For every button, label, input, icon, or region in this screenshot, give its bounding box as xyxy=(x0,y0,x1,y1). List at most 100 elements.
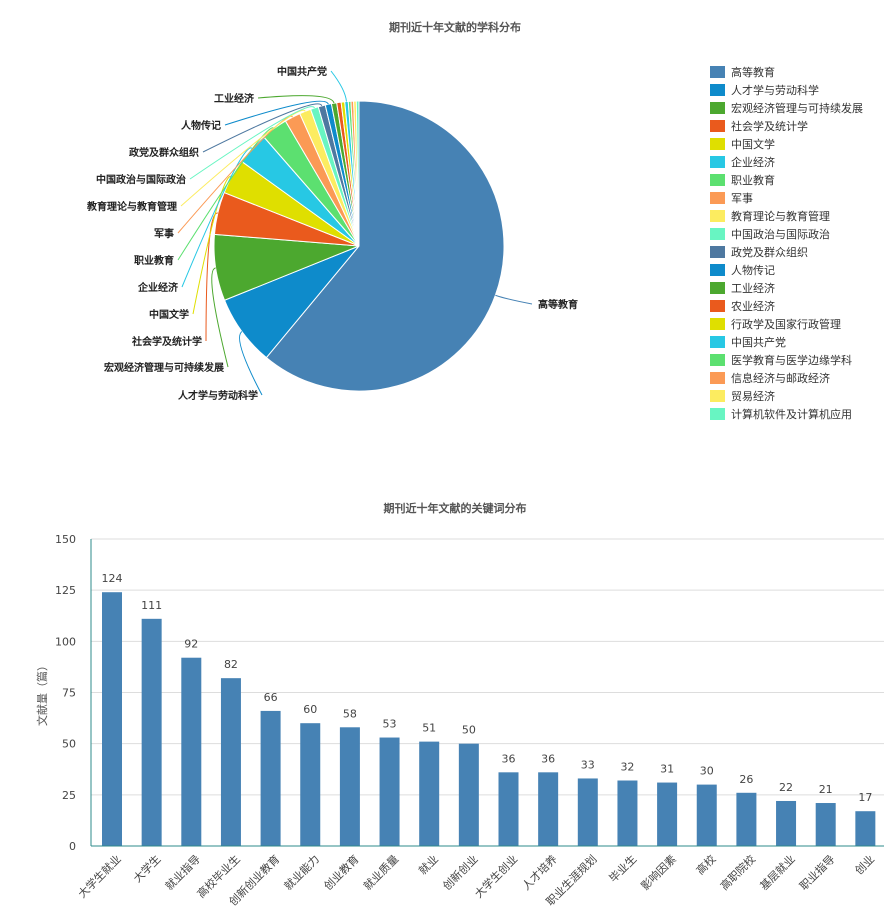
bar-value-label: 32 xyxy=(620,761,634,774)
legend-label[interactable]: 军事 xyxy=(731,192,753,205)
legend-label[interactable]: 社会学及统计学 xyxy=(731,119,808,133)
legend-swatch[interactable] xyxy=(710,318,725,330)
x-tick-label: 大学生就业 xyxy=(75,852,124,901)
legend-label[interactable]: 教育理论与教育管理 xyxy=(731,209,830,223)
bar[interactable] xyxy=(577,778,598,846)
legend-label[interactable]: 信息经济与邮政经济 xyxy=(731,371,830,385)
legend-swatch[interactable] xyxy=(710,336,725,348)
legend-label[interactable]: 中国文学 xyxy=(731,137,775,151)
bar[interactable] xyxy=(379,737,400,846)
legend-swatch[interactable] xyxy=(710,192,725,204)
x-tick-label: 就业能力 xyxy=(281,852,322,893)
legend-label[interactable]: 贸易经济 xyxy=(731,389,775,403)
legend-swatch[interactable] xyxy=(710,156,725,168)
bar[interactable] xyxy=(102,592,122,846)
bar[interactable] xyxy=(855,811,876,846)
pie-slice-label: 宏观经济管理与可持续发展 xyxy=(104,361,224,374)
bar[interactable] xyxy=(141,618,162,846)
pie-leader-lines xyxy=(177,70,533,396)
legend-swatch[interactable] xyxy=(710,354,725,366)
pie-chart-title: 期刊近十年文献的学科分布 xyxy=(389,20,521,34)
legend-label[interactable]: 宏观经济管理与可持续发展 xyxy=(731,101,863,115)
pie-leader-line xyxy=(239,331,263,396)
pie-slice[interactable] xyxy=(265,100,505,392)
pie-slices xyxy=(213,100,505,392)
pie-slice-label: 中国政治与国际政治 xyxy=(96,173,186,186)
legend-label[interactable]: 职业教育 xyxy=(731,173,775,187)
y-tick-label: 0 xyxy=(69,840,76,853)
legend-swatch[interactable] xyxy=(710,84,725,96)
legend-label[interactable]: 中国共产党 xyxy=(731,335,786,349)
bar-value-label: 26 xyxy=(739,773,753,786)
bar[interactable] xyxy=(220,678,241,846)
bar-value-label: 53 xyxy=(383,718,397,731)
bar-value-label: 82 xyxy=(224,658,238,671)
pie-slice-label: 教育理论与教育管理 xyxy=(86,200,177,213)
bar-value-label: 31 xyxy=(660,763,674,776)
bar[interactable] xyxy=(815,803,836,846)
legend-swatch[interactable] xyxy=(710,66,725,78)
y-tick-label: 150 xyxy=(55,533,76,546)
pie-slice[interactable] xyxy=(355,100,360,247)
x-tick-label: 创业教育 xyxy=(321,852,362,893)
pie-leader-line xyxy=(211,267,229,368)
x-tick-label: 大学生 xyxy=(130,852,163,885)
bar[interactable] xyxy=(657,782,678,846)
legend-swatch[interactable] xyxy=(710,408,725,420)
bar-chart-title: 期刊近十年文献的关键词分布 xyxy=(384,501,527,515)
x-tick-label: 就业 xyxy=(416,852,441,877)
legend-swatch[interactable] xyxy=(710,282,725,294)
pie-leader-line xyxy=(192,175,233,315)
legend-label[interactable]: 计算机软件及计算机应用 xyxy=(731,407,852,421)
legend-label[interactable]: 人才学与劳动科学 xyxy=(731,83,819,97)
legend-label[interactable]: 企业经济 xyxy=(731,155,775,169)
legend-swatch[interactable] xyxy=(710,372,725,384)
pie-leader-line xyxy=(224,100,329,126)
bar[interactable] xyxy=(260,710,281,846)
pie-slice-label: 社会学及统计学 xyxy=(131,335,202,348)
legend-swatch[interactable] xyxy=(710,228,725,240)
legend-swatch[interactable] xyxy=(710,120,725,132)
pie-slice-label: 工业经济 xyxy=(214,92,255,105)
bar-value-label: 36 xyxy=(541,752,555,765)
legend-swatch[interactable] xyxy=(710,210,725,222)
x-tick-label: 创业 xyxy=(852,853,877,878)
pie-slice-label: 政党及群众组织 xyxy=(129,146,199,159)
legend-label[interactable]: 行政学及国家行政管理 xyxy=(731,317,841,331)
legend-swatch[interactable] xyxy=(710,300,725,312)
bar[interactable] xyxy=(339,727,360,846)
bar[interactable] xyxy=(181,657,202,846)
legend-swatch[interactable] xyxy=(710,390,725,402)
legend-swatch[interactable] xyxy=(710,102,725,114)
pie-leader-line xyxy=(257,95,335,104)
legend-swatch[interactable] xyxy=(710,138,725,150)
legend-swatch[interactable] xyxy=(710,264,725,276)
bar[interactable] xyxy=(458,743,479,846)
legend-label[interactable]: 高等教育 xyxy=(731,65,775,79)
bar-value-label: 33 xyxy=(581,758,595,771)
pie-leader-line xyxy=(180,109,306,207)
pie-leader-line xyxy=(189,106,315,180)
pie-slice-label: 企业经济 xyxy=(137,281,179,294)
bar[interactable] xyxy=(498,772,519,846)
pie-slice-label: 高等教育 xyxy=(538,298,578,311)
bar[interactable] xyxy=(776,800,797,846)
legend-swatch[interactable] xyxy=(710,174,725,186)
bar[interactable] xyxy=(617,780,638,846)
bar[interactable] xyxy=(300,723,321,846)
legend-label[interactable]: 农业经济 xyxy=(731,299,775,313)
pie-chart: 期刊近十年文献的学科分布 高等教育人才学与劳动科学宏观经济管理与可持续发展社会学… xyxy=(86,20,863,421)
legend-label[interactable]: 医学教育与医学边缘学科 xyxy=(731,353,852,367)
bar[interactable] xyxy=(696,784,717,846)
bar-bars xyxy=(102,592,876,846)
bar[interactable] xyxy=(736,792,757,846)
legend-label[interactable]: 人物传记 xyxy=(731,263,775,277)
bar[interactable] xyxy=(538,772,559,846)
bar[interactable] xyxy=(419,741,440,846)
legend-swatch[interactable] xyxy=(710,246,725,258)
bar-value-labels: 124 111 92 82 66 60 58 53 51 50 36 36 33 32 31 30 26 22 21… xyxy=(102,572,873,804)
legend-label[interactable]: 工业经济 xyxy=(731,281,775,295)
legend-label[interactable]: 中国政治与国际政治 xyxy=(731,227,830,241)
bar-y-tick-labels: 0 25 50 75 100 125 150 xyxy=(55,533,76,853)
legend-label[interactable]: 政党及群众组织 xyxy=(731,245,808,259)
